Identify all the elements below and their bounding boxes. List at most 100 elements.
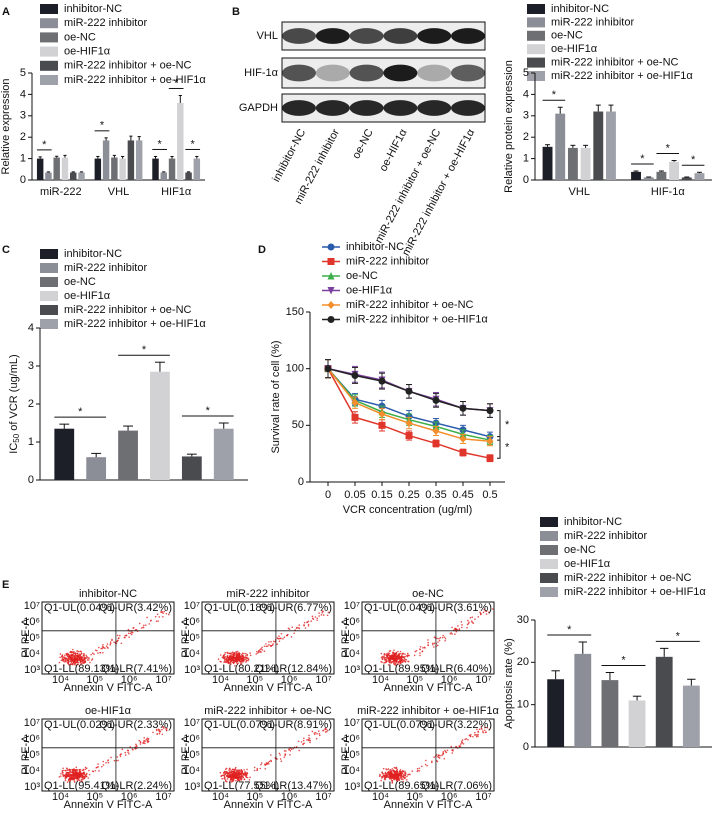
event-dot	[230, 775, 233, 778]
event-dot	[398, 663, 400, 665]
event-dot	[90, 653, 92, 656]
event-dot	[107, 761, 110, 764]
event-dot	[308, 738, 311, 740]
y-tick-label: 0	[298, 476, 304, 488]
event-dot	[419, 648, 421, 650]
y-tick-label: 20	[517, 656, 529, 668]
event-dot	[234, 656, 237, 659]
event-dot	[316, 617, 319, 620]
flow-x-tick-label: 10⁷	[155, 791, 171, 803]
flow-y-tick-label: 10⁵	[23, 632, 40, 644]
quadrant-label: Q1-LL(77.55%)	[204, 780, 279, 792]
event-dot	[421, 650, 424, 653]
event-dot	[219, 654, 222, 656]
event-dot	[240, 779, 243, 781]
event-dot	[381, 771, 384, 774]
event-dot	[78, 657, 81, 660]
event-dot	[393, 770, 396, 773]
flow-y-tick-label: 10³	[24, 664, 40, 676]
event-dot	[457, 625, 459, 627]
event-dot	[70, 773, 73, 776]
y-axis-label: Relative protein expression	[503, 60, 515, 193]
event-dot	[465, 737, 468, 740]
event-dot	[385, 776, 388, 779]
bar	[152, 158, 159, 180]
flow-y-tick-label: 10⁷	[184, 717, 200, 729]
event-dot	[245, 652, 247, 655]
event-dot	[439, 754, 441, 757]
bar	[593, 111, 604, 180]
event-dot	[135, 743, 137, 746]
x-tick-label: 0.05	[344, 489, 365, 501]
event-dot	[109, 642, 112, 645]
event-dot	[394, 662, 397, 665]
bar	[185, 172, 192, 180]
flow-x-tick-label: 10⁷	[475, 674, 491, 686]
y-tick-label: 1	[523, 153, 529, 165]
x-tick-label: HIF1α	[161, 186, 192, 198]
event-dot	[406, 652, 409, 655]
event-dot	[120, 642, 123, 645]
event-dot	[119, 755, 122, 758]
event-dot	[467, 738, 469, 741]
event-dot	[395, 659, 398, 662]
bar	[86, 457, 107, 480]
event-dot	[110, 756, 112, 759]
event-dot	[246, 772, 248, 774]
event-dot	[444, 749, 446, 752]
event-dot	[77, 658, 79, 660]
quadrant-label: Q1-UR(8.91%)	[259, 719, 332, 731]
event-dot	[402, 770, 404, 773]
event-dot	[80, 773, 83, 775]
event-dot	[79, 775, 82, 778]
event-dot	[391, 772, 393, 774]
event-dot	[81, 774, 84, 776]
legend-label: inhibitor-NC	[64, 3, 122, 15]
event-dot	[240, 777, 243, 780]
event-dot	[238, 770, 241, 772]
event-dot	[145, 738, 148, 741]
event-dot	[221, 656, 224, 659]
event-dot	[140, 627, 143, 629]
event-dot	[101, 765, 103, 768]
event-dot	[391, 782, 394, 784]
significance-bracket	[497, 410, 501, 441]
bar	[45, 172, 52, 180]
blot-band	[315, 64, 350, 82]
legend-swatch	[540, 559, 558, 569]
event-dot	[461, 739, 464, 741]
x-tick-label: VHL	[108, 186, 129, 198]
event-dot	[220, 660, 222, 663]
event-dot	[71, 777, 73, 779]
event-dot	[419, 652, 421, 654]
event-dot	[241, 654, 244, 657]
event-dot	[458, 628, 461, 630]
event-dot	[70, 651, 72, 654]
event-dot	[387, 774, 389, 777]
event-dot	[157, 620, 159, 622]
event-dot	[404, 770, 406, 773]
event-dot	[113, 759, 116, 762]
event-dot	[96, 766, 98, 769]
quadrant-label: Q1-UL(0.18%)	[204, 602, 275, 614]
flow-y-label: PI PE-A	[20, 735, 32, 775]
event-dot	[276, 758, 278, 760]
event-dot	[139, 740, 142, 743]
event-dot	[221, 777, 223, 780]
blot-band	[349, 100, 384, 116]
event-dot	[102, 651, 104, 654]
event-dot	[162, 612, 164, 614]
event-dot	[247, 659, 249, 662]
event-dot	[255, 653, 258, 655]
event-dot	[485, 613, 488, 615]
event-dot	[310, 620, 313, 622]
event-dot	[482, 611, 485, 614]
legend-swatch	[40, 4, 58, 14]
legend-swatch	[40, 75, 58, 85]
event-dot	[268, 760, 271, 763]
event-dot	[228, 659, 230, 661]
event-dot	[225, 659, 228, 661]
event-dot	[69, 663, 72, 665]
event-dot	[322, 729, 324, 732]
event-dot	[243, 652, 245, 655]
